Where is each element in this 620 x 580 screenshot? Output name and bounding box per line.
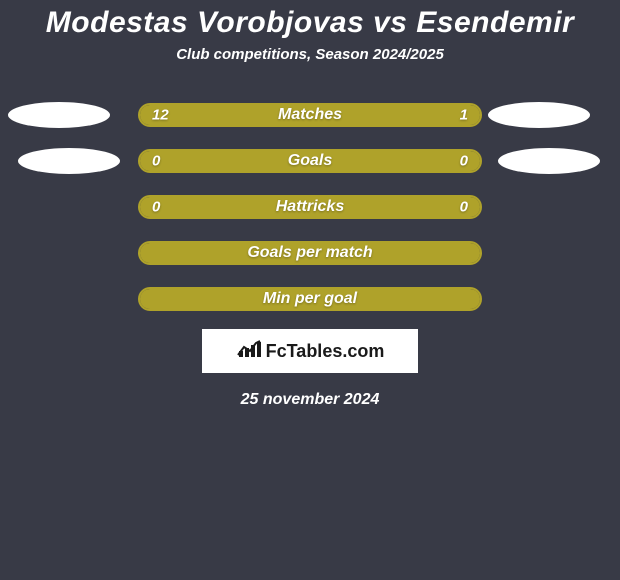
date-label: 25 november 2024 [0,391,620,409]
bar-fill-right [140,289,480,309]
avatar-ellipse-left [18,148,120,174]
stat-rows: Matches121Goals00Hattricks00Goals per ma… [0,103,620,311]
bar-value-left: 12 [152,107,169,124]
stat-bar: Min per goal [138,287,482,311]
bar-value-right: 0 [460,153,468,170]
bar-fill-right [402,105,480,125]
bar-value-left: 0 [152,199,160,216]
page-title: Modestas Vorobjovas vs Esendemir [0,0,620,40]
comparison-infographic: Modestas Vorobjovas vs Esendemir Club co… [0,0,620,580]
logo-chart-icon [236,339,262,364]
bar-value-right: 0 [460,199,468,216]
avatar-ellipse-right [488,102,590,128]
stat-bar: Goals00 [138,149,482,173]
bar-value-left: 0 [152,153,160,170]
stat-bar: Goals per match [138,241,482,265]
stat-row: Goals00 [0,149,620,173]
stat-row: Matches121 [0,103,620,127]
bar-fill-right [140,197,480,217]
bar-fill-right [140,243,480,263]
bar-fill-right [140,151,480,171]
avatar-ellipse-right [498,148,600,174]
avatar-ellipse-left [8,102,110,128]
stat-row: Hattricks00 [0,195,620,219]
logo-box: FcTables.com [202,329,418,373]
stat-bar: Hattricks00 [138,195,482,219]
bar-fill-left [140,105,402,125]
stat-row: Min per goal [0,287,620,311]
stat-bar: Matches121 [138,103,482,127]
page-subtitle: Club competitions, Season 2024/2025 [0,46,620,63]
stat-row: Goals per match [0,241,620,265]
bar-value-right: 1 [460,107,468,124]
logo-text: FcTables.com [266,341,385,362]
